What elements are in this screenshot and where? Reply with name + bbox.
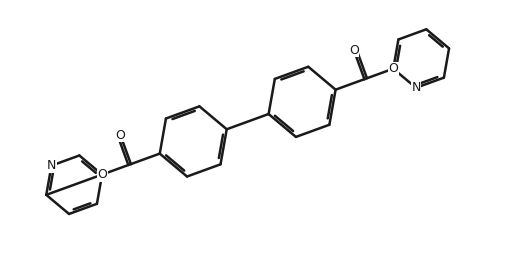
Text: O: O [116,129,125,142]
Text: O: O [97,168,107,181]
Text: N: N [47,159,56,172]
Text: O: O [349,44,359,57]
Text: O: O [388,62,398,75]
Text: N: N [411,81,421,94]
